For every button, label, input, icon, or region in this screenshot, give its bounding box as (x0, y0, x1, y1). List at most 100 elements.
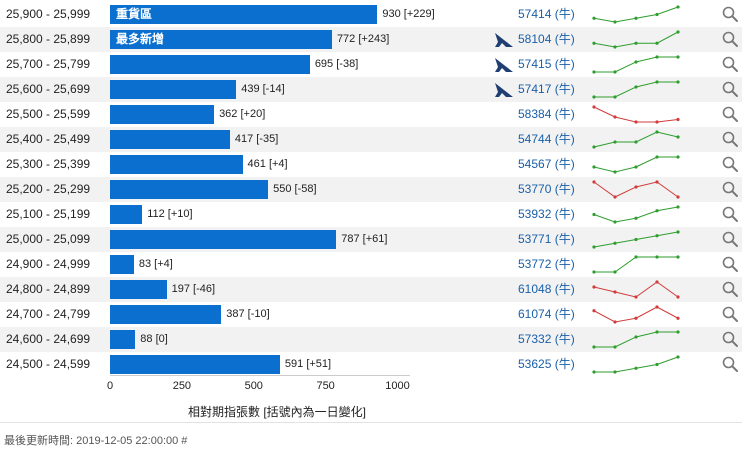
bar[interactable] (110, 155, 243, 174)
bar[interactable] (110, 130, 230, 149)
strike-range-label: 25,400 - 25,499 (6, 132, 91, 146)
magnifier-icon[interactable] (721, 5, 739, 23)
bar[interactable]: 重貨區 (110, 5, 378, 24)
bar[interactable] (110, 205, 143, 224)
sparkline-point (655, 305, 659, 309)
trend-sparkline (592, 180, 680, 199)
warrant-code-link[interactable]: 61048 (牛) (518, 282, 575, 296)
bar-data-label: 439 [-14] (241, 77, 284, 102)
magnifier-icon[interactable] (721, 230, 739, 248)
bar[interactable] (110, 280, 167, 299)
bar[interactable] (110, 55, 310, 74)
bar-change: [+20] (240, 108, 266, 120)
warrant-code-link[interactable]: 53772 (牛) (518, 257, 575, 271)
warrant-code-link[interactable]: 61074 (牛) (518, 307, 575, 321)
bar[interactable] (110, 255, 134, 274)
sparkline-point (592, 180, 596, 184)
bar-change: [-14] (262, 83, 285, 95)
bar-data-label: 83 [+4] (139, 252, 173, 277)
ship-icon (495, 33, 513, 47)
sparkline-point (592, 41, 596, 45)
magnifier-icon[interactable] (721, 155, 739, 173)
magnifier-icon[interactable] (721, 255, 739, 273)
sparkline-point (676, 135, 680, 139)
bar-change: [+4] (154, 258, 173, 270)
bar-data-label: 197 [-46] (172, 277, 215, 302)
warrant-code-link[interactable]: 57332 (牛) (518, 332, 575, 346)
sparkline-point (634, 85, 638, 89)
bar-value: 930 (382, 8, 401, 20)
sparkline-point (592, 105, 596, 109)
sparkline-point (634, 41, 638, 45)
bar[interactable] (110, 230, 337, 249)
sparkline-point (634, 335, 638, 339)
bar-tag-label: 重貨區 (116, 7, 153, 21)
magnifier-icon[interactable] (721, 330, 739, 348)
bar-value: 197 (171, 283, 190, 295)
bar-change: [+243] (358, 33, 390, 45)
magnifier-icon[interactable] (721, 55, 739, 73)
magnifier-icon[interactable] (721, 305, 739, 323)
sparkline-point (634, 165, 638, 169)
bar-data-label: 417 [-35] (235, 127, 278, 152)
warrant-code-link[interactable]: 54567 (牛) (518, 157, 575, 171)
bar[interactable] (110, 105, 215, 124)
magnifier-icon[interactable] (721, 280, 739, 298)
strike-range-label: 24,700 - 24,799 (6, 307, 91, 321)
magnifier-icon[interactable] (721, 205, 739, 223)
sparkline-point (592, 370, 596, 374)
sparkline-point (634, 295, 638, 299)
sparkline-point (676, 330, 680, 334)
sparkline-point (655, 55, 659, 59)
warrant-code-link[interactable]: 53770 (牛) (518, 182, 575, 196)
bar[interactable] (110, 355, 280, 374)
x-tick-label: 500 (244, 380, 263, 392)
sparkline-path (593, 156, 678, 173)
warrant-code-link[interactable]: 57414 (牛) (518, 7, 575, 21)
magnifier-icon[interactable] (721, 105, 739, 123)
bar[interactable] (110, 80, 237, 99)
bar-value: 417 (234, 133, 254, 145)
warrant-code-link[interactable]: 53932 (牛) (518, 207, 575, 221)
sparkline-point (634, 16, 638, 20)
magnifier-icon[interactable] (721, 130, 739, 148)
bar[interactable] (110, 180, 269, 199)
bar[interactable] (110, 330, 136, 349)
warrant-code-link[interactable]: 57415 (牛) (518, 57, 575, 71)
bar-change: [-38] (336, 58, 359, 70)
bar[interactable]: 最多新增 (110, 30, 332, 49)
warrant-code-link[interactable]: 57417 (牛) (518, 82, 575, 96)
warrant-code-link[interactable]: 53625 (牛) (518, 357, 575, 371)
sparkline-point (676, 295, 680, 299)
sparkline-point (676, 5, 680, 9)
sparkline-point (592, 95, 596, 99)
bar-data-label: 695 [-38] (315, 52, 358, 77)
magnifier-icon[interactable] (721, 355, 739, 373)
magnifier-icon[interactable] (721, 30, 739, 48)
sparkline-point (676, 205, 680, 209)
sparkline-point (634, 120, 638, 124)
sparkline-point (592, 245, 596, 249)
warrant-code-link[interactable]: 58384 (牛) (518, 107, 575, 121)
bar-change: [0] (155, 333, 168, 345)
trend-sparkline (592, 255, 680, 274)
x-tick-label: 1000 (385, 380, 410, 392)
warrant-code-link[interactable]: 53771 (牛) (518, 232, 575, 246)
sparkline-point (592, 270, 596, 274)
sparkline-point (655, 330, 659, 334)
magnifier-icon[interactable] (721, 80, 739, 98)
sparkline-point (613, 270, 617, 274)
bar-data-label: 930 [+229] (382, 2, 434, 27)
bar-value: 787 (341, 233, 360, 245)
warrant-code-link[interactable]: 58104 (牛) (518, 32, 575, 46)
magnifier-icon[interactable] (721, 180, 739, 198)
strike-range-label: 25,200 - 25,299 (6, 182, 91, 196)
sparkline-point (634, 60, 638, 64)
bar[interactable] (110, 305, 222, 324)
sparkline-point (613, 140, 617, 144)
trend-sparkline (592, 5, 680, 24)
warrant-code-link[interactable]: 54744 (牛) (518, 132, 575, 146)
trend-sparkline (592, 230, 680, 249)
bar-change: [+4] (268, 158, 288, 170)
